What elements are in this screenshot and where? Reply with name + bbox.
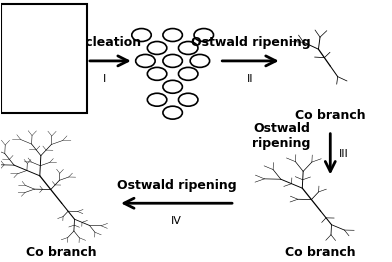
Text: Nucleation: Nucleation <box>67 36 142 49</box>
Text: Ostwald ripening: Ostwald ripening <box>117 179 236 192</box>
FancyBboxPatch shape <box>2 4 87 113</box>
Text: II: II <box>247 74 254 84</box>
Text: Co branch: Co branch <box>295 109 366 122</box>
Text: NaOH: NaOH <box>9 39 49 52</box>
Text: Co branch: Co branch <box>285 246 356 259</box>
Text: Co branch: Co branch <box>26 246 97 259</box>
Text: Na$_2$C$_4$H$_4$O$_6$: Na$_2$C$_4$H$_4$O$_6$ <box>9 61 83 76</box>
Text: Ostwald
ripening: Ostwald ripening <box>252 122 311 150</box>
Text: Ostwald ripening: Ostwald ripening <box>191 36 310 49</box>
Text: III: III <box>339 149 349 159</box>
Text: NaH$_2$PO$_2$: NaH$_2$PO$_2$ <box>9 84 71 100</box>
Text: I: I <box>103 74 106 84</box>
Text: CoCl$_2$: CoCl$_2$ <box>9 14 47 30</box>
Text: IV: IV <box>171 216 182 226</box>
